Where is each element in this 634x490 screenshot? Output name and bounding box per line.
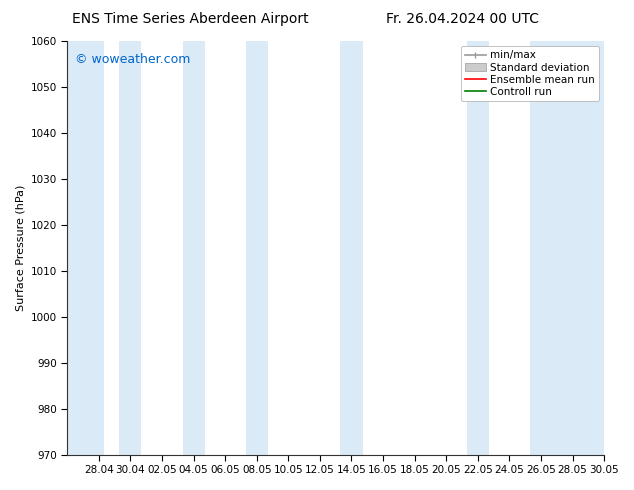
Bar [467,41,489,455]
Text: ENS Time Series Aberdeen Airport: ENS Time Series Aberdeen Airport [72,12,309,26]
Bar [183,41,205,455]
Bar [530,41,604,455]
Y-axis label: Surface Pressure (hPa): Surface Pressure (hPa) [15,185,25,311]
Bar [119,41,141,455]
Bar [67,41,103,455]
Text: © woweather.com: © woweather.com [75,53,191,67]
Bar [246,41,268,455]
Text: Fr. 26.04.2024 00 UTC: Fr. 26.04.2024 00 UTC [386,12,540,26]
Legend: min/max, Standard deviation, Ensemble mean run, Controll run: min/max, Standard deviation, Ensemble me… [461,46,599,101]
Bar [340,41,363,455]
